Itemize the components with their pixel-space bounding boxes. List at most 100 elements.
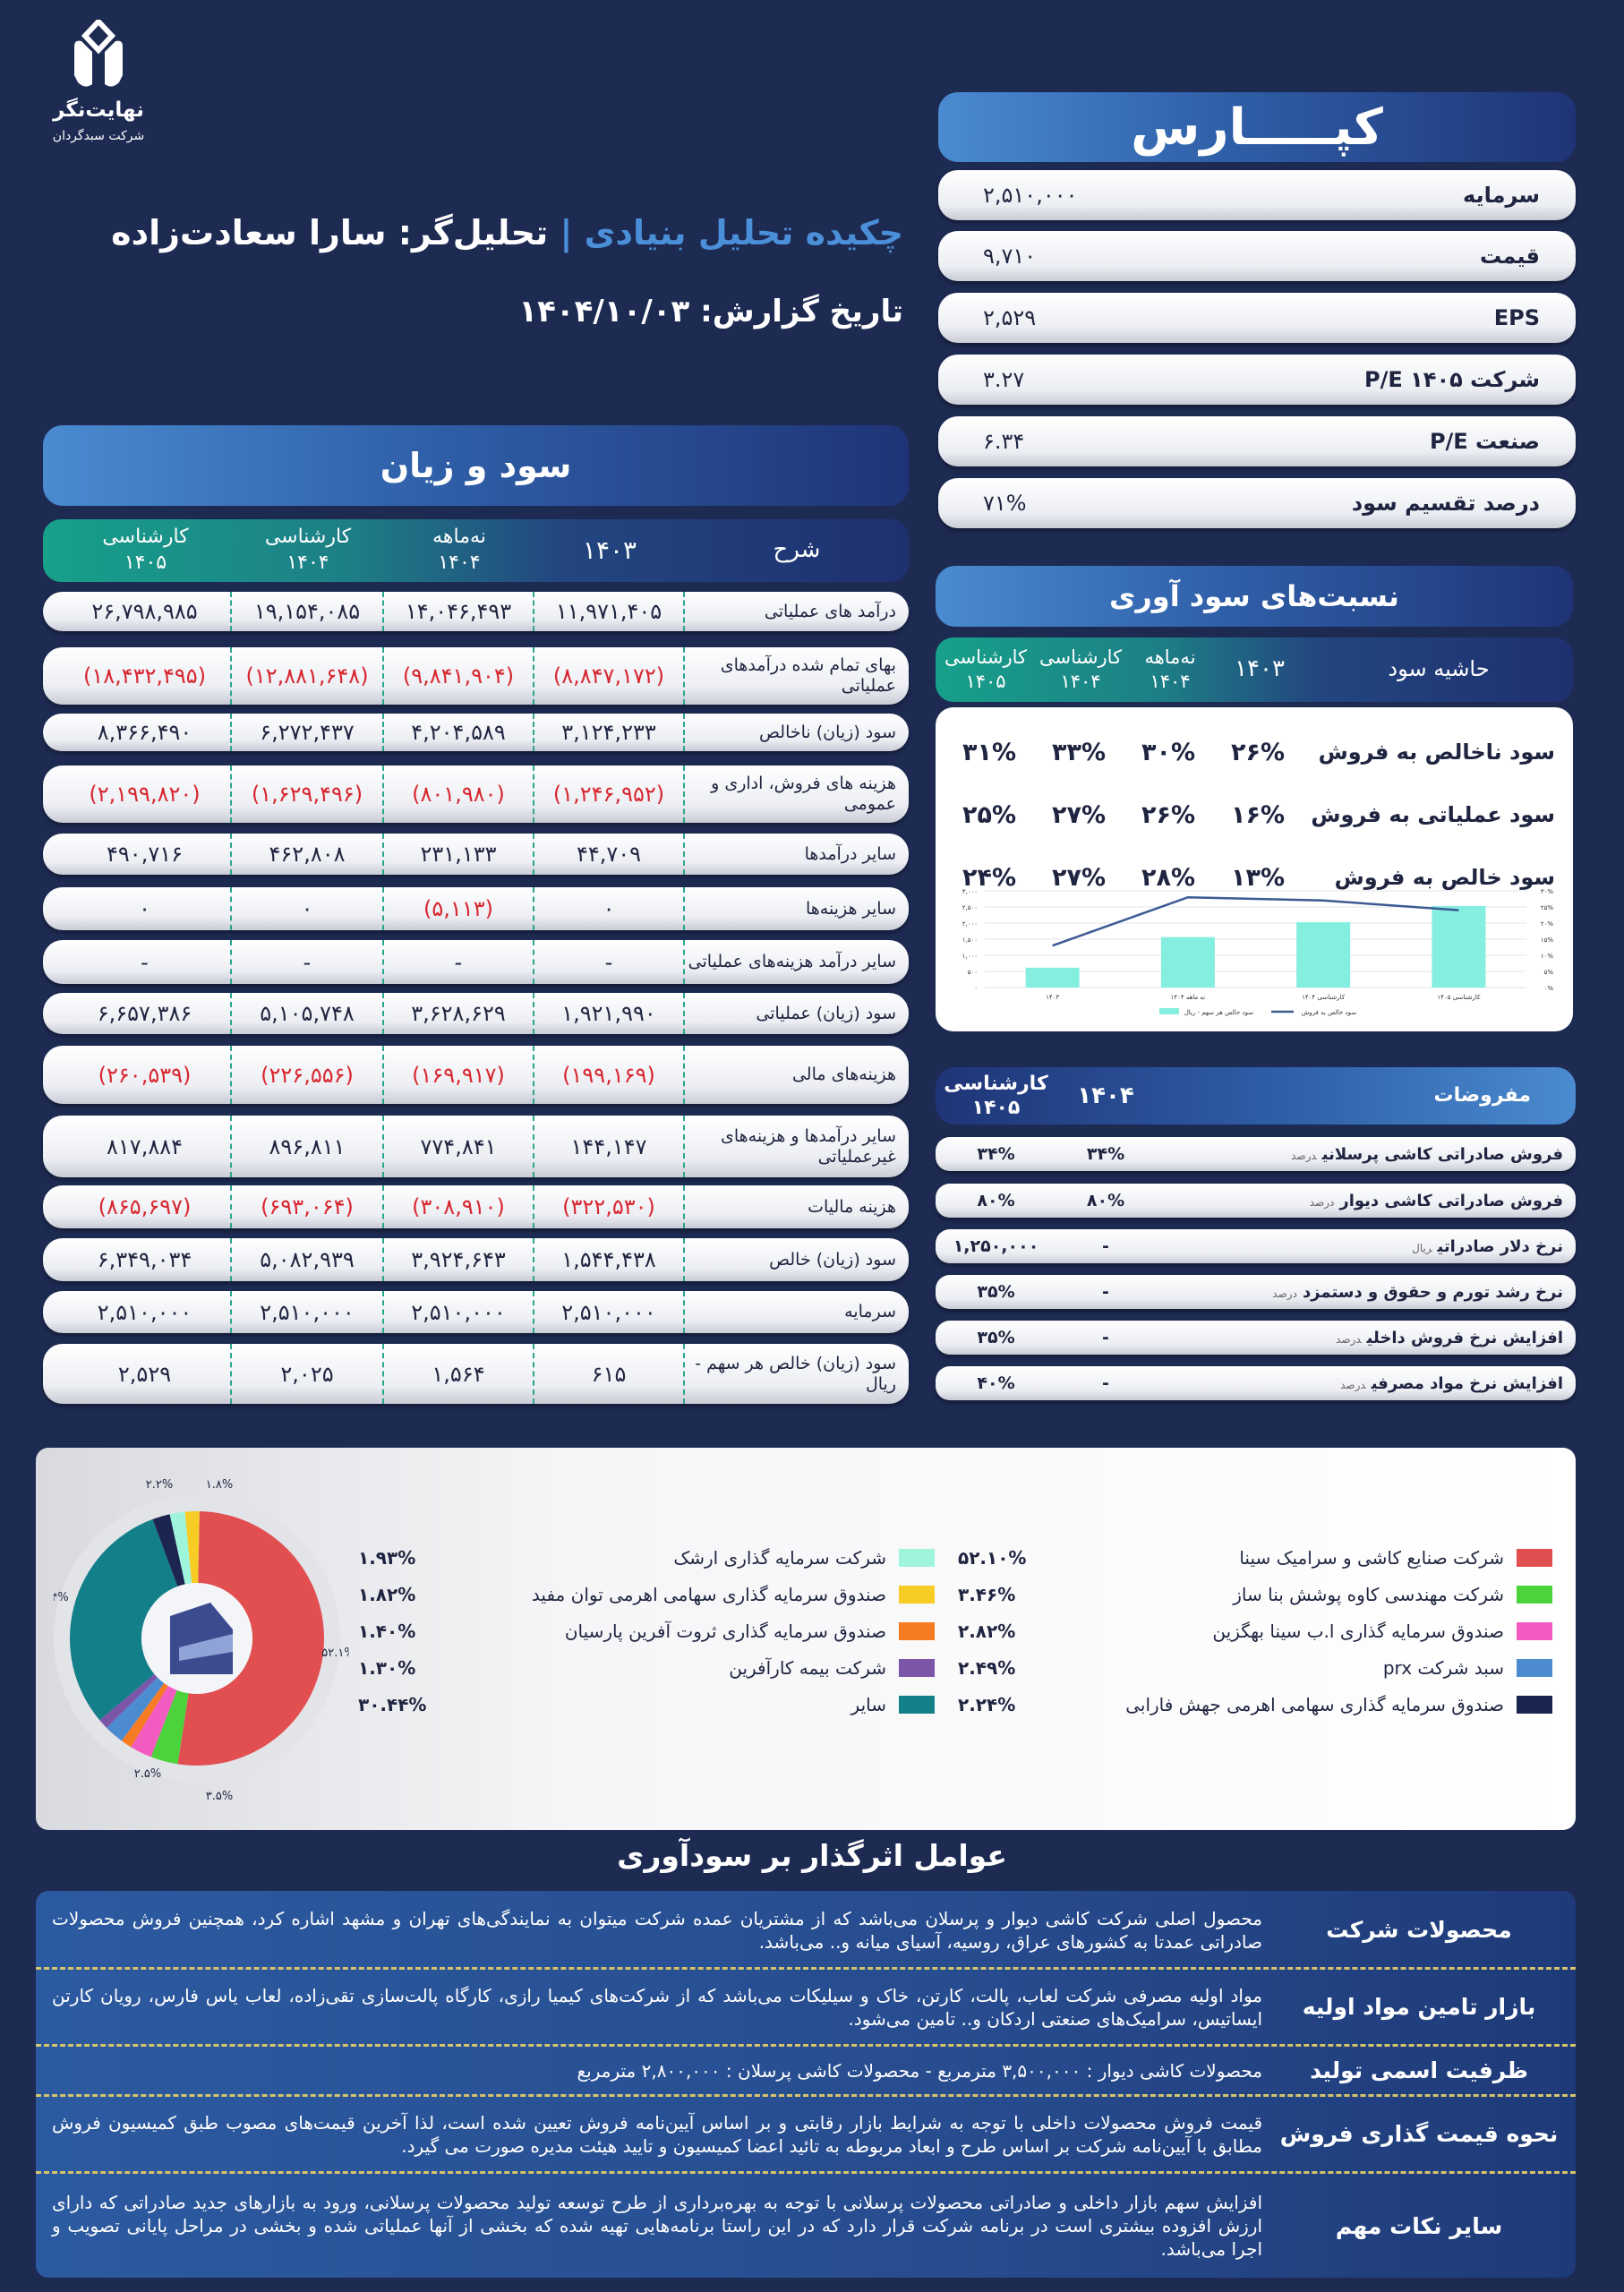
pie-slice [184,1511,200,1584]
cell-value: ۲۶,۷۹۸,۹۸۵ [59,592,232,631]
ratio-label: سود ناخالص به فروش [1318,740,1555,765]
info-value: ۲,۵۲۹ [983,305,1037,330]
income-statement-header: سود و زیان [43,425,909,506]
ratio-value: ۱۶% [1230,800,1285,829]
legend-swatch [1517,1586,1552,1604]
right-tick-label: ۳۰% [1541,888,1554,895]
margin-line [1052,895,1459,947]
legend-item: صندوق سرمایه گذاری ثروت آفرین پارسیان [565,1618,935,1645]
legend-item: شرکت بیمه کارآفرین [729,1655,935,1681]
col-header: کارشناسی ۱۴۰۴ [264,526,352,574]
table-row: سایر درآمد هزینه‌های عملیاتی - - - - [43,940,909,984]
legend-swatch [899,1622,935,1640]
cell-value: ۰ [59,887,232,930]
info-label: سرمایه [1463,183,1540,208]
legend-swatch [899,1659,935,1677]
col-header: کارشناسی ۱۴۰۵ [944,1072,1048,1120]
ratio-value: ۲۸% [1141,863,1195,892]
legend-label: صندوق سرمایه گذاری سهامی اهرمی جهش فاراب… [1125,1694,1504,1715]
row-label: سود (زیان) ناخالص [759,722,896,742]
cell-value: ۱۹,۱۵۴,۰۸۵ [232,592,384,631]
assumption-value: ۸۰% [977,1191,1015,1210]
cell-value: - [232,940,384,984]
legend-swatch [899,1696,935,1714]
ratios-table-header: حاشیه سود ۱۴۰۳ نه‌ماهه ۱۴۰۴ کارشناسی ۱۴۰… [936,637,1573,702]
logo-mark-icon [74,20,123,87]
shareholders-pie-chart: ۵۲.۱% ۳.۵% ۲.۵% ۳۰.۴% ۲.۲% ۱.۸% [54,1478,349,1800]
ratio-value: ۲۷% [1051,800,1106,829]
cell-value: ۴۶۲,۸۰۸ [232,834,384,875]
info-row: درصد تقسیم سود ۷۱% [938,478,1576,528]
table-row: سود (زیان) خالص ۱,۵۴۴,۴۳۸ ۳,۹۲۴,۶۴۳ ۵,۰۸۲,۹… [43,1238,909,1281]
info-label: صنعت P/E [1429,429,1540,454]
cell-value: ۱۴۴,۱۴۷ [534,1116,685,1177]
factor-label: ظرفیت اسمی تولید [1310,2057,1528,2083]
cell-value: ۲,۵۱۰,۰۰۰ [384,1291,534,1333]
assumption-label: افزایش نرخ مواد مصرفی [1371,1373,1563,1393]
cell-value: ۶,۲۷۲,۴۳۷ [232,714,384,751]
table-row: درآمد های عملیاتی ۱۱,۹۷۱,۴۰۵ ۱۴,۰۴۶,۴۹۳ ۱۹,… [43,592,909,631]
assumption-row: فروش صادراتی کاشی دیوار درصد ۸۰% ۸۰% [936,1184,1576,1218]
analyst-name: تحلیل‌گر: سارا سعادت‌زاده [111,213,549,252]
cell-value: ۶,۶۵۷,۳۸۶ [59,993,232,1034]
factor-text: افزایش سهم بازار داخلی و صادراتی محصولات… [52,2192,1262,2260]
cell-value: ۶,۳۴۹,۰۳۴ [59,1238,232,1281]
info-row: EPS ۲,۵۲۹ [938,293,1576,343]
col-header: نه‌ماهه ۱۴۰۴ [432,526,486,574]
pie-slice [70,1518,178,1721]
cell-value: (۸,۸۴۷,۱۷۲) [534,647,685,705]
legend-swatch [1517,1622,1552,1640]
factor-row: ظرفیت اسمی تولید محصولات کاشی دیوار : ۳,۵… [36,2047,1576,2097]
assumption-unit: درصد [1291,1149,1317,1162]
col-header: شرح [773,536,821,564]
table-row: سود (زیان) خالص هر سهم - ریال ۶۱۵ ۱,۵۶۴ ۲,۰… [43,1344,909,1404]
legend-value: ۲.۲۴% [958,1694,1016,1715]
assumption-label-wrap: نرخ دلار صادراتی ریال [1155,1237,1576,1256]
row-label: هزینه‌های مالی [791,1065,896,1085]
info-row: سرمایه ۲,۵۱۰,۰۰۰ [938,170,1576,220]
legend-label: شرکت بیمه کارآفرین [729,1657,886,1679]
category-label: کارشناسی ۱۴۰۵ [1437,994,1481,1001]
ratio-value: ۳۳% [1051,738,1106,766]
building-icon-detail [179,1634,233,1661]
row-label: هزینه مالیات [808,1196,896,1217]
legend-item: صندوق سرمایه گذاری ا.ب سینا بهگزین [1212,1618,1552,1645]
cell-value: (۱۸,۴۳۲,۴۹۵) [59,647,232,705]
col-header: مفروضات [1433,1084,1531,1108]
table-row: هزینه‌های مالی (۱۹۹,۱۶۹) (۱۶۹,۹۱۷) (۲۲۶,۵۵۶… [43,1046,909,1104]
row-label: سایر درآمدها [804,843,896,864]
pie-slice [131,1685,177,1757]
table-row: سایر درآمدها ۴۴,۷۰۹ ۲۳۱,۱۳۳ ۴۶۲,۸۰۸ ۴۹۰,۷۱۶ [43,834,909,875]
col-header: کارشناسی ۱۴۰۵ [102,526,189,574]
legend-label: صندوق سرمایه گذاری ثروت آفرین پارسیان [564,1621,886,1642]
cell-value: (۱۲,۸۸۱,۶۴۸) [232,647,384,705]
legend-label: شرکت سرمایه گذاری ارشک [673,1547,886,1569]
cell-value: (۹,۸۴۱,۹۰۴) [384,647,534,705]
info-value: ۷۱% [983,491,1027,516]
assumption-value: - [1102,1328,1109,1347]
ratios-title: نسبت‌های سود آوری [1109,579,1399,613]
ticker-name: کپـــــارس [1131,98,1383,157]
left-tick-label: ۲,۰۰۰ [962,920,978,928]
cell-value: ۲,۵۱۰,۰۰۰ [534,1291,685,1333]
legend-value: ۲.۴۹% [958,1657,1016,1679]
assumption-label-wrap: فروش صادراتی کاشی پرسلانی درصد [1155,1145,1576,1164]
col-header: ۱۴۰۳ [582,535,637,565]
assumption-value: ۱,۲۵۰,۰۰۰ [953,1236,1039,1256]
assumption-label: افزایش نرخ فروش داخلی [1366,1328,1563,1347]
factor-row: نحوه قیمت گذاری فروش قیمت فروش محصولات دا… [36,2097,1576,2174]
row-label: سایر درآمدها و هزینه‌های غیرعملیاتی [720,1125,896,1167]
legend-label-bar: سود خالص هر سهم - ریال [1184,1009,1253,1016]
ratio-value: ۲۷% [1051,863,1106,892]
pie-outer-label: ۵۲.۱% [321,1646,349,1660]
pie-slice [169,1511,192,1585]
ratio-value: ۱۳% [1230,863,1285,892]
legend-item: سایر [851,1691,935,1718]
col-header: ۱۴۰۴ [1077,1082,1134,1109]
row-label: بهای تمام شده درآمدهای عملیاتی [720,655,896,696]
table-row: هزینه مالیات (۳۲۲,۵۳۰) (۳۰۸,۹۱۰) (۶۹۳,۰۶۴)(… [43,1185,909,1228]
col-header: حاشیه سود [1388,656,1490,682]
category-label: نه ماهه ۱۴۰۴ [1171,994,1206,1001]
cell-value: ۲,۵۲۹ [59,1344,232,1404]
assumption-value: - [1102,1236,1109,1256]
